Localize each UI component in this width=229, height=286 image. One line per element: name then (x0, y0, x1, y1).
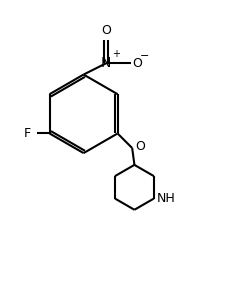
Text: F: F (24, 127, 31, 140)
Text: O: O (134, 140, 144, 153)
Text: −: − (139, 51, 149, 61)
Text: N: N (100, 56, 111, 70)
Text: NH: NH (156, 192, 174, 205)
Text: O: O (101, 24, 110, 37)
Text: O: O (131, 57, 141, 70)
Text: +: + (111, 49, 119, 59)
